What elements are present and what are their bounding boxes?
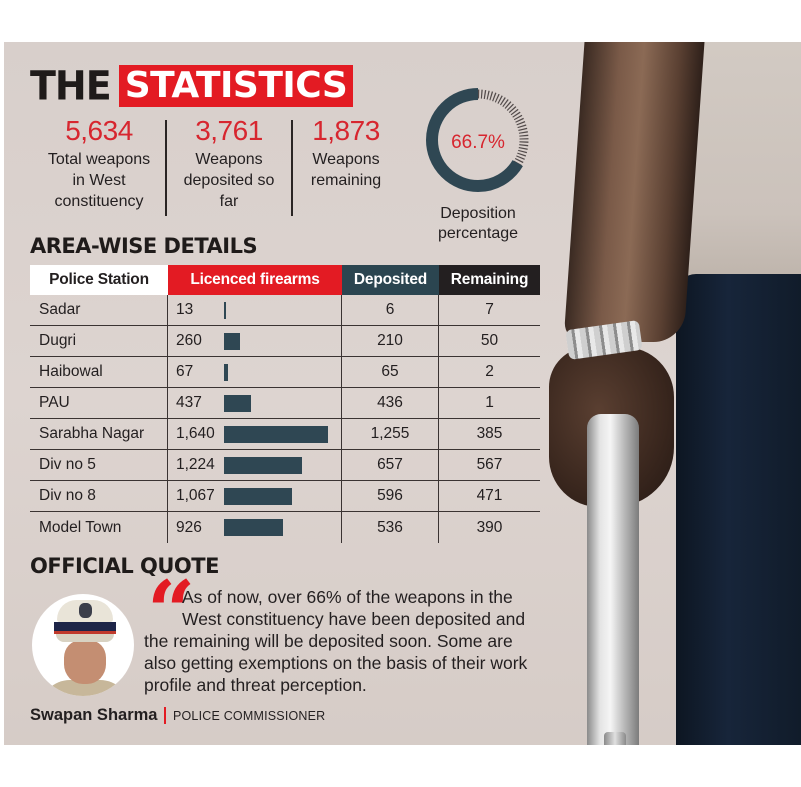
quote-attribution: Swapan Sharma POLICE COMMISSIONER: [30, 706, 325, 725]
stat-label: Weapons deposited so far: [183, 151, 275, 210]
cell-station: Haibowal: [30, 357, 168, 387]
cell-station: Dugri: [30, 326, 168, 356]
cell-licenced: 437: [168, 388, 342, 418]
licenced-bar: [224, 487, 292, 505]
table-header: Police Station Licenced firearms Deposit…: [30, 265, 540, 295]
cell-station: Div no 5: [30, 450, 168, 480]
stat-divider: [291, 120, 293, 216]
cell-station: Sarabha Nagar: [30, 419, 168, 449]
stat-value: 5,634: [65, 115, 133, 146]
cell-deposited: 65: [342, 357, 439, 387]
cell-remaining: 390: [476, 518, 503, 536]
cell-remaining: 50: [480, 332, 499, 349]
cell-deposited: 657: [342, 450, 439, 480]
cell-deposited: 596: [342, 481, 439, 511]
stat-label: Weapons remaining: [310, 151, 382, 189]
table-row: Div no 8 1,067 596 471: [30, 481, 540, 512]
stat-remaining: 1,873 Weapons remaining: [296, 116, 396, 191]
licenced-bar: [224, 456, 302, 474]
licenced-bar: [224, 519, 283, 536]
deposition-gauge: [426, 88, 530, 192]
cell-remaining: 385: [476, 425, 503, 442]
photo-jeans: [676, 274, 801, 745]
cell-deposited: 6: [342, 295, 439, 325]
cell-licenced: 1,640: [168, 419, 342, 449]
cell-remaining: 7: [485, 301, 494, 318]
licenced-bar: [224, 332, 240, 350]
cell-deposited: 436: [342, 388, 439, 418]
stat-deposited: 3,761 Weapons deposited so far: [168, 116, 290, 212]
table-row: Dugri 260 210 50: [30, 326, 540, 357]
cell-remaining: 1: [485, 394, 494, 411]
cell-station: Div no 8: [30, 481, 168, 511]
table-row: Sarabha Nagar 1,640 1,255 385: [30, 419, 540, 450]
area-heading: AREA-WISE DETAILS: [30, 234, 258, 258]
quote-heading: OFFICIAL QUOTE: [30, 554, 219, 578]
speaker-name: Swapan Sharma: [30, 706, 158, 724]
cell-remaining: 567: [476, 456, 503, 473]
gauge-value: 66.7%: [451, 132, 505, 153]
photo-pistol: [587, 414, 639, 745]
photo-pistol-muzzle: [604, 732, 626, 745]
table-row: Haibowal 67 65 2: [30, 357, 540, 388]
page-title: THE STATISTICS: [30, 62, 354, 110]
gauge-label: Deposition percentage: [437, 205, 519, 242]
stat-divider: [165, 120, 167, 216]
title-highlight: STATISTICS: [118, 65, 354, 107]
title-prefix: THE: [30, 62, 112, 110]
infographic-panel: THE STATISTICS 5,634 Total weapons in We…: [4, 42, 801, 745]
cell-remaining: 2: [485, 363, 494, 380]
attribution-divider: [164, 707, 166, 724]
cell-licenced: 1,224: [168, 450, 342, 480]
speaker-role: POLICE COMMISSIONER: [172, 708, 326, 723]
cell-licenced: 260: [168, 326, 342, 356]
stat-value: 3,761: [195, 115, 263, 146]
table-row: Model Town 926 536 390: [30, 512, 540, 543]
cell-deposited: 210: [342, 326, 439, 356]
cell-deposited: 536: [342, 512, 439, 543]
cell-station: PAU: [30, 388, 168, 418]
stat-total: 5,634 Total weapons in West constituency: [28, 116, 170, 212]
licenced-bar: [224, 301, 226, 319]
table-row: PAU 437 436 1: [30, 388, 540, 419]
cell-station: Model Town: [30, 512, 168, 543]
table-row: Sadar 13 6 7: [30, 295, 540, 326]
cell-licenced: 926: [168, 512, 342, 543]
cell-licenced: 1,067: [168, 481, 342, 511]
quote-mark-icon: “: [147, 562, 195, 661]
photo-arm: [563, 42, 705, 342]
column-header-remaining: Remaining: [439, 265, 540, 295]
column-header-licenced: Licenced firearms: [168, 265, 342, 295]
licenced-bar: [224, 425, 328, 443]
cell-licenced: 13: [168, 295, 342, 325]
column-header-deposited: Deposited: [342, 265, 439, 295]
stat-value: 1,873: [312, 115, 380, 146]
cell-remaining: 471: [476, 487, 503, 504]
licenced-bar: [224, 363, 228, 381]
column-header-station: Police Station: [30, 265, 168, 295]
quote-text: As of now, over 66% of the weapons in th…: [144, 587, 528, 695]
table-row: Div no 5 1,224 657 567: [30, 450, 540, 481]
gauge-deposited-arc: [426, 88, 530, 192]
cell-deposited: 1,255: [342, 419, 439, 449]
cell-licenced: 67: [168, 357, 342, 387]
area-table: Police Station Licenced firearms Deposit…: [30, 265, 540, 543]
avatar: [32, 594, 134, 696]
licenced-bar: [224, 394, 251, 412]
cell-station: Sadar: [30, 295, 168, 325]
stat-label: Total weapons in West constituency: [47, 151, 151, 210]
